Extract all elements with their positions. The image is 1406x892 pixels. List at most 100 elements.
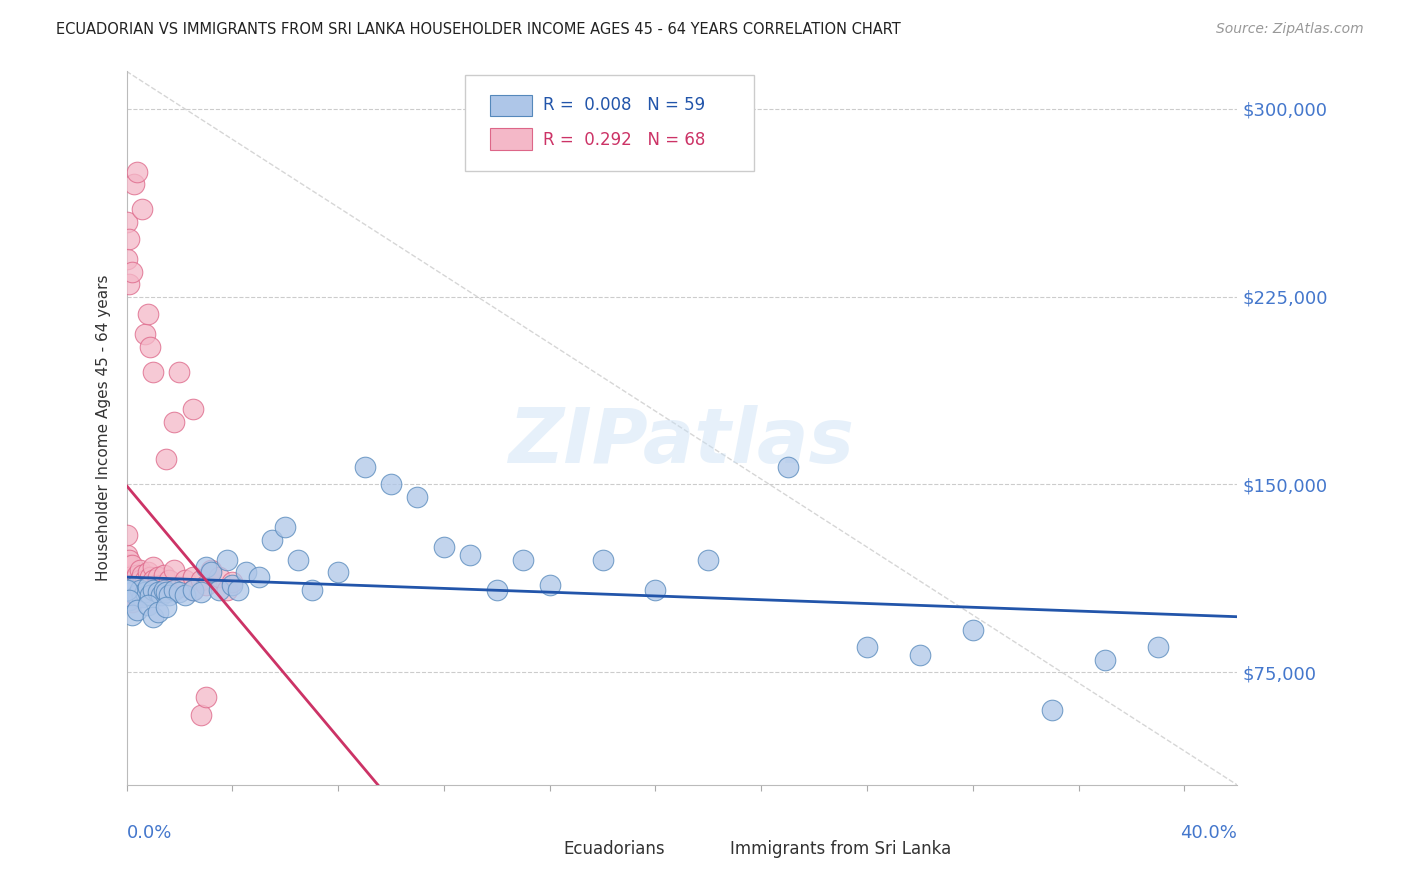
Bar [489, 95, 531, 116]
Point [149, 588, 172, 602]
Point [134, 580, 156, 594]
Point [142, 365, 165, 379]
Point [169, 585, 191, 599]
Point [131, 567, 153, 582]
Point [139, 340, 162, 354]
Point [127, 590, 149, 604]
Point [131, 577, 153, 591]
Point [124, 585, 146, 599]
Point [157, 573, 180, 587]
Point [173, 573, 195, 587]
Point [190, 585, 212, 599]
Point [776, 460, 799, 475]
Point [181, 582, 204, 597]
Point [121, 265, 143, 279]
Point [148, 605, 170, 619]
Text: R =  0.292   N = 68: R = 0.292 N = 68 [543, 130, 706, 149]
Point [380, 477, 402, 491]
Point [163, 582, 186, 597]
Point [121, 607, 143, 622]
Point [127, 603, 149, 617]
Point [221, 577, 243, 591]
FancyBboxPatch shape [465, 75, 754, 171]
Y-axis label: Householder Income Ages 45 - 64 years: Householder Income Ages 45 - 64 years [96, 275, 111, 582]
Point [512, 552, 534, 566]
Point [287, 552, 309, 566]
Point [908, 648, 931, 662]
Point [131, 590, 153, 604]
Point [208, 582, 231, 597]
Point [139, 570, 162, 584]
Point [118, 592, 141, 607]
Point [142, 582, 165, 597]
Point [136, 580, 159, 594]
Point [128, 573, 150, 587]
Point [326, 565, 349, 579]
Point [485, 582, 508, 597]
Point [200, 563, 222, 577]
Point [115, 582, 138, 597]
Point [115, 527, 138, 541]
Text: R =  0.008   N = 59: R = 0.008 N = 59 [543, 96, 706, 114]
Point [194, 690, 217, 705]
Point [136, 565, 159, 579]
Point [124, 573, 146, 587]
Point [152, 567, 174, 582]
Point [115, 548, 138, 562]
Point [460, 548, 482, 562]
Point [139, 588, 162, 602]
Point [235, 565, 257, 579]
Point [169, 580, 191, 594]
Text: ZIPatlas: ZIPatlas [509, 406, 855, 479]
Point [115, 214, 138, 228]
Point [274, 520, 297, 534]
Point [181, 570, 204, 584]
Point [433, 540, 456, 554]
Point [163, 415, 186, 429]
Bar [688, 840, 723, 856]
Point [226, 582, 249, 597]
Text: Ecuadorians: Ecuadorians [562, 840, 665, 858]
Point [115, 558, 138, 572]
Point [1040, 703, 1063, 717]
Point [194, 560, 217, 574]
Point [1147, 640, 1170, 655]
Point [131, 585, 153, 599]
Point [157, 588, 180, 602]
Point [124, 177, 146, 191]
Point [127, 164, 149, 178]
Point [697, 552, 720, 566]
Bar [489, 128, 531, 150]
Point [115, 573, 138, 587]
Text: 0.0%: 0.0% [127, 824, 172, 842]
Point [118, 277, 141, 292]
Text: ECUADORIAN VS IMMIGRANTS FROM SRI LANKA HOUSEHOLDER INCOME AGES 45 - 64 YEARS CO: ECUADORIAN VS IMMIGRANTS FROM SRI LANKA … [56, 22, 901, 37]
Point [155, 582, 177, 597]
Point [118, 570, 141, 584]
Point [148, 570, 170, 584]
Point [136, 307, 159, 321]
Point [215, 552, 238, 566]
Point [121, 558, 143, 572]
Point [118, 582, 141, 597]
Point [118, 585, 141, 599]
Point [215, 582, 238, 597]
Point [121, 585, 143, 599]
Point [181, 582, 204, 597]
Point [149, 577, 172, 591]
Point [155, 600, 177, 615]
Point [962, 623, 984, 637]
Text: Immigrants from Sri Lanka: Immigrants from Sri Lanka [730, 840, 950, 858]
Text: 40.0%: 40.0% [1181, 824, 1237, 842]
Point [118, 558, 141, 572]
Point [221, 575, 243, 590]
Point [163, 563, 186, 577]
Text: Source: ZipAtlas.com: Source: ZipAtlas.com [1216, 22, 1364, 37]
Point [127, 567, 149, 582]
Point [353, 460, 375, 475]
Point [134, 585, 156, 599]
Point [145, 577, 167, 591]
Point [301, 582, 323, 597]
Point [194, 577, 217, 591]
Point [1094, 653, 1116, 667]
